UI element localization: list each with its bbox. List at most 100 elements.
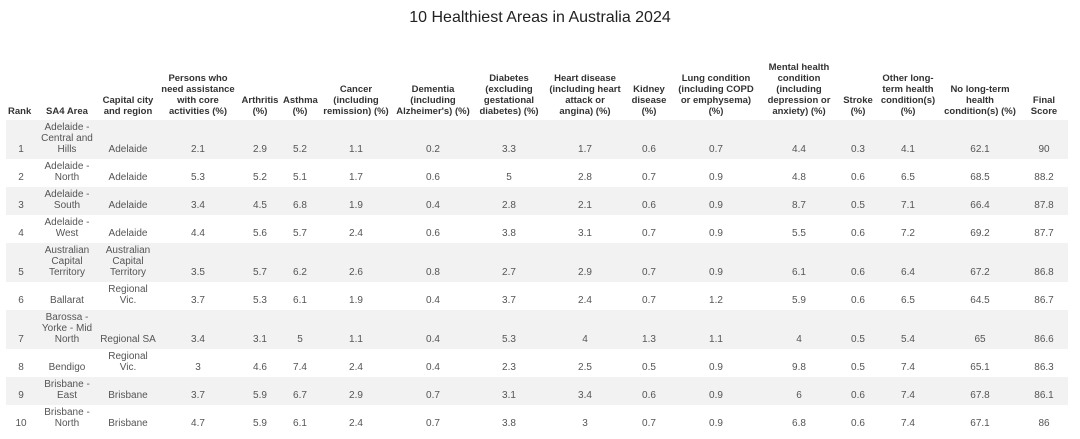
table-cell: 6.5 — [901, 172, 915, 183]
table-cell: 7.4 — [876, 377, 940, 405]
table-cell: 0.7 — [642, 418, 656, 429]
table-cell: 0.4 — [426, 295, 440, 306]
table-cell: Adelaide — [108, 172, 148, 183]
column-header: Cancer (including remission) (%) — [323, 84, 389, 117]
table-row: 10 Brisbane - North Brisbane 4.7 5.9 6.1 2.4 0.… — [6, 405, 1068, 433]
table-cell: 6.7 — [282, 377, 318, 405]
table-cell: 7.2 — [901, 228, 915, 239]
table-cell: 3 — [582, 418, 588, 429]
table-cell: 2.6 — [318, 243, 394, 282]
table-cell: 3.3 — [472, 120, 546, 159]
table-cell: 1.9 — [318, 187, 394, 215]
table-cell: 0.5 — [840, 310, 876, 349]
table-cell: 5 — [282, 310, 318, 349]
table-cell: 2.9 — [318, 377, 394, 405]
column-header: Persons who need assistance with core ac… — [161, 73, 235, 117]
table-cell: 6.1 — [293, 418, 307, 429]
table-cell: 5.7 — [238, 243, 282, 282]
table-cell: 87.8 — [1020, 187, 1068, 215]
table-cell: 3.7 — [502, 295, 516, 306]
column-header: Heart disease (including heart attack or… — [549, 73, 621, 117]
table-cell: 5.2 — [282, 120, 318, 159]
table-cell: 64.5 — [970, 295, 990, 306]
table-cell: 1.3 — [624, 310, 674, 349]
column-header: Final Score — [1030, 95, 1058, 117]
table-cell: 4.8 — [792, 172, 806, 183]
table-cell: 86.3 — [1034, 362, 1054, 373]
table-cell: 5.2 — [253, 172, 267, 183]
table-cell: 67.1 — [970, 418, 990, 429]
table-row: 2 Adelaide - North Adelaide 5.3 5.2 5.1 1.7 0.6… — [6, 159, 1068, 187]
table-cell: 3 — [6, 187, 36, 215]
table-cell: 0.7 — [642, 295, 656, 306]
table-cell: 0.9 — [674, 243, 758, 282]
table-cell: 87.7 — [1034, 228, 1054, 239]
table-cell: 0.4 — [394, 187, 472, 215]
table-cell: 6 — [18, 295, 24, 306]
table-cell: 6.8 — [792, 418, 806, 429]
table-cell: 6.8 — [282, 187, 318, 215]
table-cell: 2.4 — [578, 295, 592, 306]
table-cell: 7 — [6, 310, 36, 349]
table-cell: 62.1 — [940, 120, 1020, 159]
table-cell: 5.1 — [293, 172, 307, 183]
table-cell: 5.4 — [876, 310, 940, 349]
table-cell: 2.4 — [349, 228, 363, 239]
table-cell: 0.7 — [394, 377, 472, 405]
table-cell: 3.4 — [546, 377, 624, 405]
table-cell: 1.7 — [546, 120, 624, 159]
table-cell: 2.4 — [349, 418, 363, 429]
table-cell: 1.1 — [318, 310, 394, 349]
table-cell: 0.9 — [674, 187, 758, 215]
table-cell: 5.5 — [792, 228, 806, 239]
table-cell: 1.7 — [349, 172, 363, 183]
table-cell: 0.5 — [840, 187, 876, 215]
table-cell: 3.8 — [502, 418, 516, 429]
table-cell: 5.3 — [472, 310, 546, 349]
table-cell: 5.9 — [792, 295, 806, 306]
table-cell: 4 — [18, 228, 24, 239]
table-cell: 0.6 — [426, 172, 440, 183]
table-cell: 0.7 — [674, 120, 758, 159]
healthiest-areas-table: Rank SA4 Area Capital city and region Perso… — [6, 33, 1068, 433]
table-cell: Australian Capital Territory — [36, 243, 98, 282]
table-cell: 86 — [1038, 418, 1050, 429]
table-cell: 0.9 — [674, 377, 758, 405]
table-cell: 67.8 — [940, 377, 1020, 405]
table-cell: 0.6 — [624, 120, 674, 159]
table-cell: 0.6 — [426, 228, 440, 239]
table-cell: 2.1 — [546, 187, 624, 215]
table-cell: 65 — [940, 310, 1020, 349]
page-title: 10 Healthiest Areas in Australia 2024 — [409, 9, 671, 26]
table-cell: 0.4 — [426, 362, 440, 373]
table-cell: 1.1 — [674, 310, 758, 349]
table-cell: 5 — [6, 243, 36, 282]
table-cell: 0.9 — [709, 228, 723, 239]
table-cell: Australian Capital Territory — [98, 243, 158, 282]
table-cell: 6.1 — [758, 243, 840, 282]
table-cell: 8 — [18, 362, 24, 373]
table-cell: 2.3 — [502, 362, 516, 373]
table-cell: 0.8 — [394, 243, 472, 282]
table-cell: Regional SA — [98, 310, 158, 349]
table-cell: Regional Vic. — [108, 284, 148, 306]
table-cell: 0.9 — [709, 362, 723, 373]
table-cell: 86.8 — [1020, 243, 1068, 282]
table-cell: 7.4 — [901, 362, 915, 373]
table-cell: 6 — [758, 377, 840, 405]
table-cell: 3.1 — [578, 228, 592, 239]
table-row: 3 Adelaide - South Adelaide 3.4 4.5 6.8 1.9 0.4… — [6, 187, 1068, 215]
table-cell: 4.4 — [758, 120, 840, 159]
table-cell: 4 — [546, 310, 624, 349]
table-cell: 5.3 — [253, 295, 267, 306]
table-cell: 2.9 — [546, 243, 624, 282]
table-cell: Brisbane - East — [36, 377, 98, 405]
table-cell: 5.9 — [253, 418, 267, 429]
table-cell: 7.1 — [876, 187, 940, 215]
table-cell: 0.6 — [624, 187, 674, 215]
table-cell: 67.2 — [940, 243, 1020, 282]
table-cell: Adelaide - South — [36, 187, 98, 215]
table-row: 8 Bendigo Regional Vic. 3 4.6 7.4 2.4 0.4 2.3 2.5… — [6, 349, 1068, 377]
column-header: Rank — [8, 106, 32, 117]
table-cell: 68.5 — [970, 172, 990, 183]
